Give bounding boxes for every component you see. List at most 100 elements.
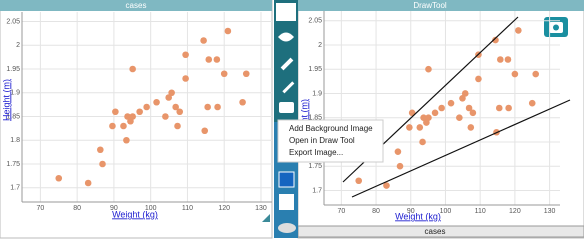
point [505, 104, 512, 112]
point [355, 177, 363, 185]
point [447, 99, 455, 107]
point [224, 27, 232, 35]
drawn-line [351, 99, 571, 198]
point [182, 75, 189, 82]
point [153, 98, 160, 106]
point [497, 56, 504, 63]
left-panel [0, 0, 273, 239]
point [109, 122, 116, 130]
tool-eraser[interactable] [278, 223, 296, 233]
y-tick-label: 2 [318, 42, 322, 49]
y-tick-label: 1.95 [308, 66, 322, 73]
y-tick-label: 1.85 [308, 115, 322, 122]
context-menu: Add Background Image Open in Draw Tool E… [277, 119, 384, 163]
point [416, 124, 424, 131]
tool-stroke[interactable] [279, 194, 294, 210]
point [124, 113, 131, 120]
y-tick-label: 1.7 [312, 187, 322, 194]
x-tick-label: 100 [440, 208, 452, 215]
toolbar [274, 0, 298, 238]
x-tick-label: 80 [73, 205, 81, 212]
point [406, 124, 413, 131]
x-tick-label: 130 [544, 208, 556, 215]
point [511, 70, 519, 78]
left-title: cases [126, 1, 147, 10]
page: cases DrawTool cases 1.7 1.75 1.8 1.85 1.9 1.… [0, 0, 584, 240]
y-tick-label: 2.05 [308, 18, 322, 25]
point [425, 65, 432, 73]
y-tick-label: 1.9 [312, 90, 322, 97]
x-axis-label: Weight (kg) [112, 209, 158, 219]
point [504, 56, 512, 63]
tool-ruler[interactable] [280, 57, 294, 71]
y-tick-label: 1.85 [6, 113, 20, 120]
x-tick-label: 100 [145, 205, 157, 212]
point [213, 56, 221, 63]
point [172, 103, 179, 111]
point [123, 136, 130, 144]
x-tick-label: 110 [182, 205, 193, 212]
y-tick-label: 1.8 [10, 137, 20, 144]
point [425, 114, 432, 121]
point [205, 56, 213, 63]
point [456, 114, 463, 121]
point [383, 182, 390, 189]
point [469, 109, 477, 117]
point [515, 27, 522, 34]
point [461, 90, 469, 97]
point [84, 179, 92, 187]
point [467, 124, 475, 131]
point [168, 89, 175, 97]
point [55, 174, 63, 182]
tool-color[interactable] [278, 171, 295, 188]
y-tick-label: 2 [16, 42, 20, 49]
point [129, 113, 136, 120]
point [438, 104, 445, 112]
point [200, 37, 207, 44]
point [459, 95, 466, 102]
menu-item[interactable]: Export Image... [289, 148, 343, 157]
point [97, 146, 104, 154]
x-tick-label: 80 [372, 208, 380, 215]
tool-brush[interactable] [282, 81, 295, 94]
point [182, 51, 189, 59]
footer-label: cases [425, 227, 446, 236]
point [465, 104, 473, 112]
point [532, 70, 540, 78]
tool-shuffle[interactable] [276, 3, 296, 21]
point [99, 160, 106, 168]
point [112, 108, 119, 116]
y-tick-label: 1.75 [308, 163, 322, 170]
resize-handle[interactable] [262, 214, 270, 222]
y-axis-label: Height (m) [1, 79, 11, 121]
camera-lens [553, 24, 559, 31]
point [120, 122, 127, 130]
point [475, 75, 482, 83]
y-tick-label: 1.75 [6, 161, 20, 168]
point [214, 103, 221, 111]
point [174, 122, 181, 130]
right-title: DrawTool [413, 1, 447, 10]
x-tick-label: 70 [36, 205, 44, 212]
x-tick-label: 130 [255, 205, 267, 212]
point [204, 103, 211, 111]
screen: cases DrawTool cases 1.7 1.75 1.8 1.85 1.9 1.… [0, 0, 584, 239]
x-tick-label: 90 [407, 208, 415, 215]
menu-box [277, 119, 384, 163]
point [396, 162, 404, 170]
point [129, 65, 136, 73]
tool-eye[interactable] [278, 32, 294, 42]
point [165, 94, 172, 101]
point [162, 113, 169, 120]
point [201, 127, 209, 135]
menu-item[interactable]: Add Background Image [289, 124, 373, 133]
x-tick-label: 120 [218, 205, 230, 212]
point [492, 36, 499, 44]
point [420, 114, 427, 121]
menu-item[interactable]: Open in Draw Tool [289, 136, 355, 145]
right-panel [297, 0, 584, 239]
tool-camera[interactable] [279, 102, 294, 113]
point [220, 70, 228, 78]
right-header [298, 0, 584, 11]
y-tick-label: 1.7 [10, 185, 20, 192]
